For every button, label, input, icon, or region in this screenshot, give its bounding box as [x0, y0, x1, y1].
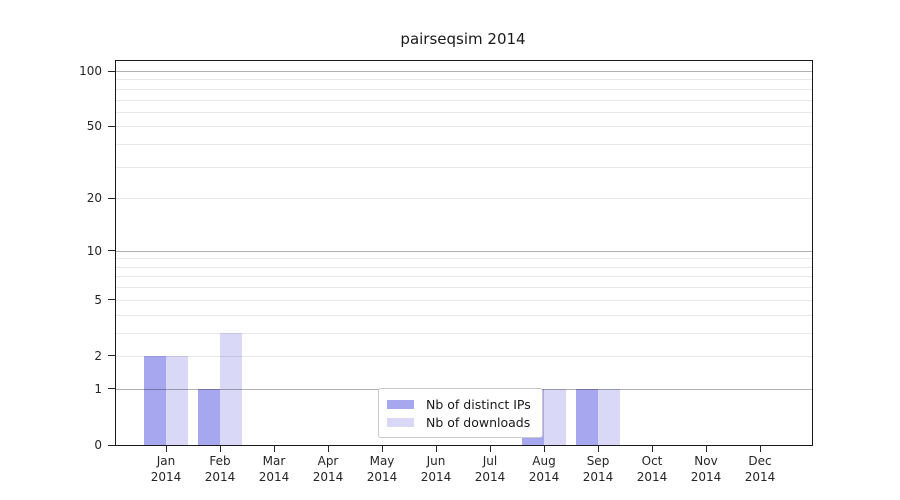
gridline-minor: [116, 144, 812, 145]
x-tick-year: 2014: [474, 470, 506, 484]
y-tick-label: 100: [79, 64, 102, 78]
x-tick-label: Apr 2014: [296, 453, 360, 485]
bar-ips-jan: [144, 355, 166, 445]
gridline-minor: [116, 198, 812, 199]
x-tick-year: 2014: [744, 470, 776, 484]
x-tick-month: Feb: [209, 454, 231, 468]
y-tick-label: 0: [94, 438, 102, 452]
legend-item-distinct-ips: Nb of distinct IPs: [379, 395, 542, 413]
gridline-minor: [116, 100, 812, 101]
y-tick-mark: [108, 250, 115, 252]
x-tick-year: 2014: [582, 470, 614, 484]
y-tick-label: 20: [86, 191, 102, 206]
chart-title: pairseqsim 2014: [400, 30, 526, 48]
gridline-minor: [116, 167, 812, 168]
y-tick-mark: [108, 388, 115, 390]
x-tick-label: Jun 2014: [404, 453, 468, 485]
gridline-minor: [116, 126, 812, 127]
y-tick-mark: [108, 444, 115, 446]
y-tick-label: 2: [94, 348, 102, 363]
x-tick-year: 2014: [636, 470, 668, 484]
x-tick-year: 2014: [528, 470, 560, 484]
x-tick-month: Jun: [426, 454, 446, 468]
legend-swatch-downloads: [387, 417, 414, 427]
bar-downloads-aug: [544, 388, 566, 445]
x-tick-label: Oct 2014: [620, 453, 684, 485]
x-tick-label: Jul 2014: [458, 453, 522, 485]
x-tick-label: Nov 2014: [674, 453, 738, 485]
gridline-major: [116, 71, 812, 72]
bar-downloads-feb: [220, 332, 242, 445]
x-tick-month: Sep: [586, 454, 610, 468]
x-tick-mark: [489, 445, 491, 452]
x-tick-month: May: [369, 454, 395, 468]
y-tick-mark: [108, 355, 115, 357]
x-tick-year: 2014: [258, 470, 290, 484]
x-tick-year: 2014: [420, 470, 452, 484]
y-tick-label: 50: [86, 119, 102, 134]
gridline-minor: [116, 79, 812, 80]
gridline-minor: [116, 276, 812, 277]
x-tick-year: 2014: [150, 470, 182, 484]
x-tick-month: Nov: [694, 454, 718, 468]
bar-ips-feb: [198, 388, 220, 445]
gridline-minor: [116, 315, 812, 316]
x-tick-month: Jul: [482, 454, 498, 468]
legend-swatch-distinct-ips: [387, 399, 414, 409]
x-tick-label: Feb 2014: [188, 453, 252, 485]
x-tick-month: Dec: [748, 454, 772, 468]
gridline-minor: [116, 300, 812, 301]
x-tick-mark: [543, 445, 545, 452]
x-tick-label: Mar 2014: [242, 453, 306, 485]
bar-ips-sep: [576, 388, 598, 445]
legend: Nb of distinct IPs Nb of downloads: [378, 388, 543, 438]
y-tick-mark: [108, 197, 115, 199]
x-tick-label: Dec 2014: [728, 453, 792, 485]
x-tick-month: Apr: [317, 454, 339, 468]
legend-item-downloads: Nb of downloads: [379, 413, 542, 431]
x-tick-mark: [327, 445, 329, 452]
gridline-minor: [116, 89, 812, 90]
x-tick-month: Oct: [641, 454, 663, 468]
bar-downloads-sep: [598, 388, 620, 445]
x-tick-year: 2014: [312, 470, 344, 484]
x-tick-month: Jan: [156, 454, 176, 468]
x-tick-mark: [597, 445, 599, 452]
gridline-minor: [116, 258, 812, 259]
x-tick-year: 2014: [690, 470, 722, 484]
legend-label-distinct-ips: Nb of distinct IPs: [426, 396, 531, 412]
x-tick-mark: [651, 445, 653, 452]
legend-label-downloads: Nb of downloads: [426, 414, 531, 430]
x-tick-mark: [759, 445, 761, 452]
x-tick-label: Jan 2014: [134, 453, 198, 485]
y-tick-label: 5: [94, 292, 102, 307]
gridline-major: [116, 251, 812, 252]
y-tick-mark: [108, 299, 115, 301]
x-tick-year: 2014: [366, 470, 398, 484]
x-tick-mark: [165, 445, 167, 452]
x-tick-mark: [273, 445, 275, 452]
x-tick-month: Aug: [532, 454, 556, 468]
x-tick-label: Aug 2014: [512, 453, 576, 485]
x-tick-label: May 2014: [350, 453, 414, 485]
x-tick-mark: [705, 445, 707, 452]
x-tick-mark: [435, 445, 437, 452]
x-tick-month: Mar: [262, 454, 286, 468]
y-tick-mark: [108, 70, 115, 72]
y-tick-label: 10: [86, 243, 102, 258]
x-tick-mark: [381, 445, 383, 452]
bar-downloads-jan: [166, 355, 188, 445]
y-tick-label: 1: [94, 381, 102, 396]
x-tick-label: Sep 2014: [566, 453, 630, 485]
gridline-minor: [116, 112, 812, 113]
y-tick-mark: [108, 125, 115, 127]
x-tick-mark: [219, 445, 221, 452]
x-tick-year: 2014: [204, 470, 236, 484]
gridline-minor: [116, 267, 812, 268]
gridline-minor: [116, 287, 812, 288]
